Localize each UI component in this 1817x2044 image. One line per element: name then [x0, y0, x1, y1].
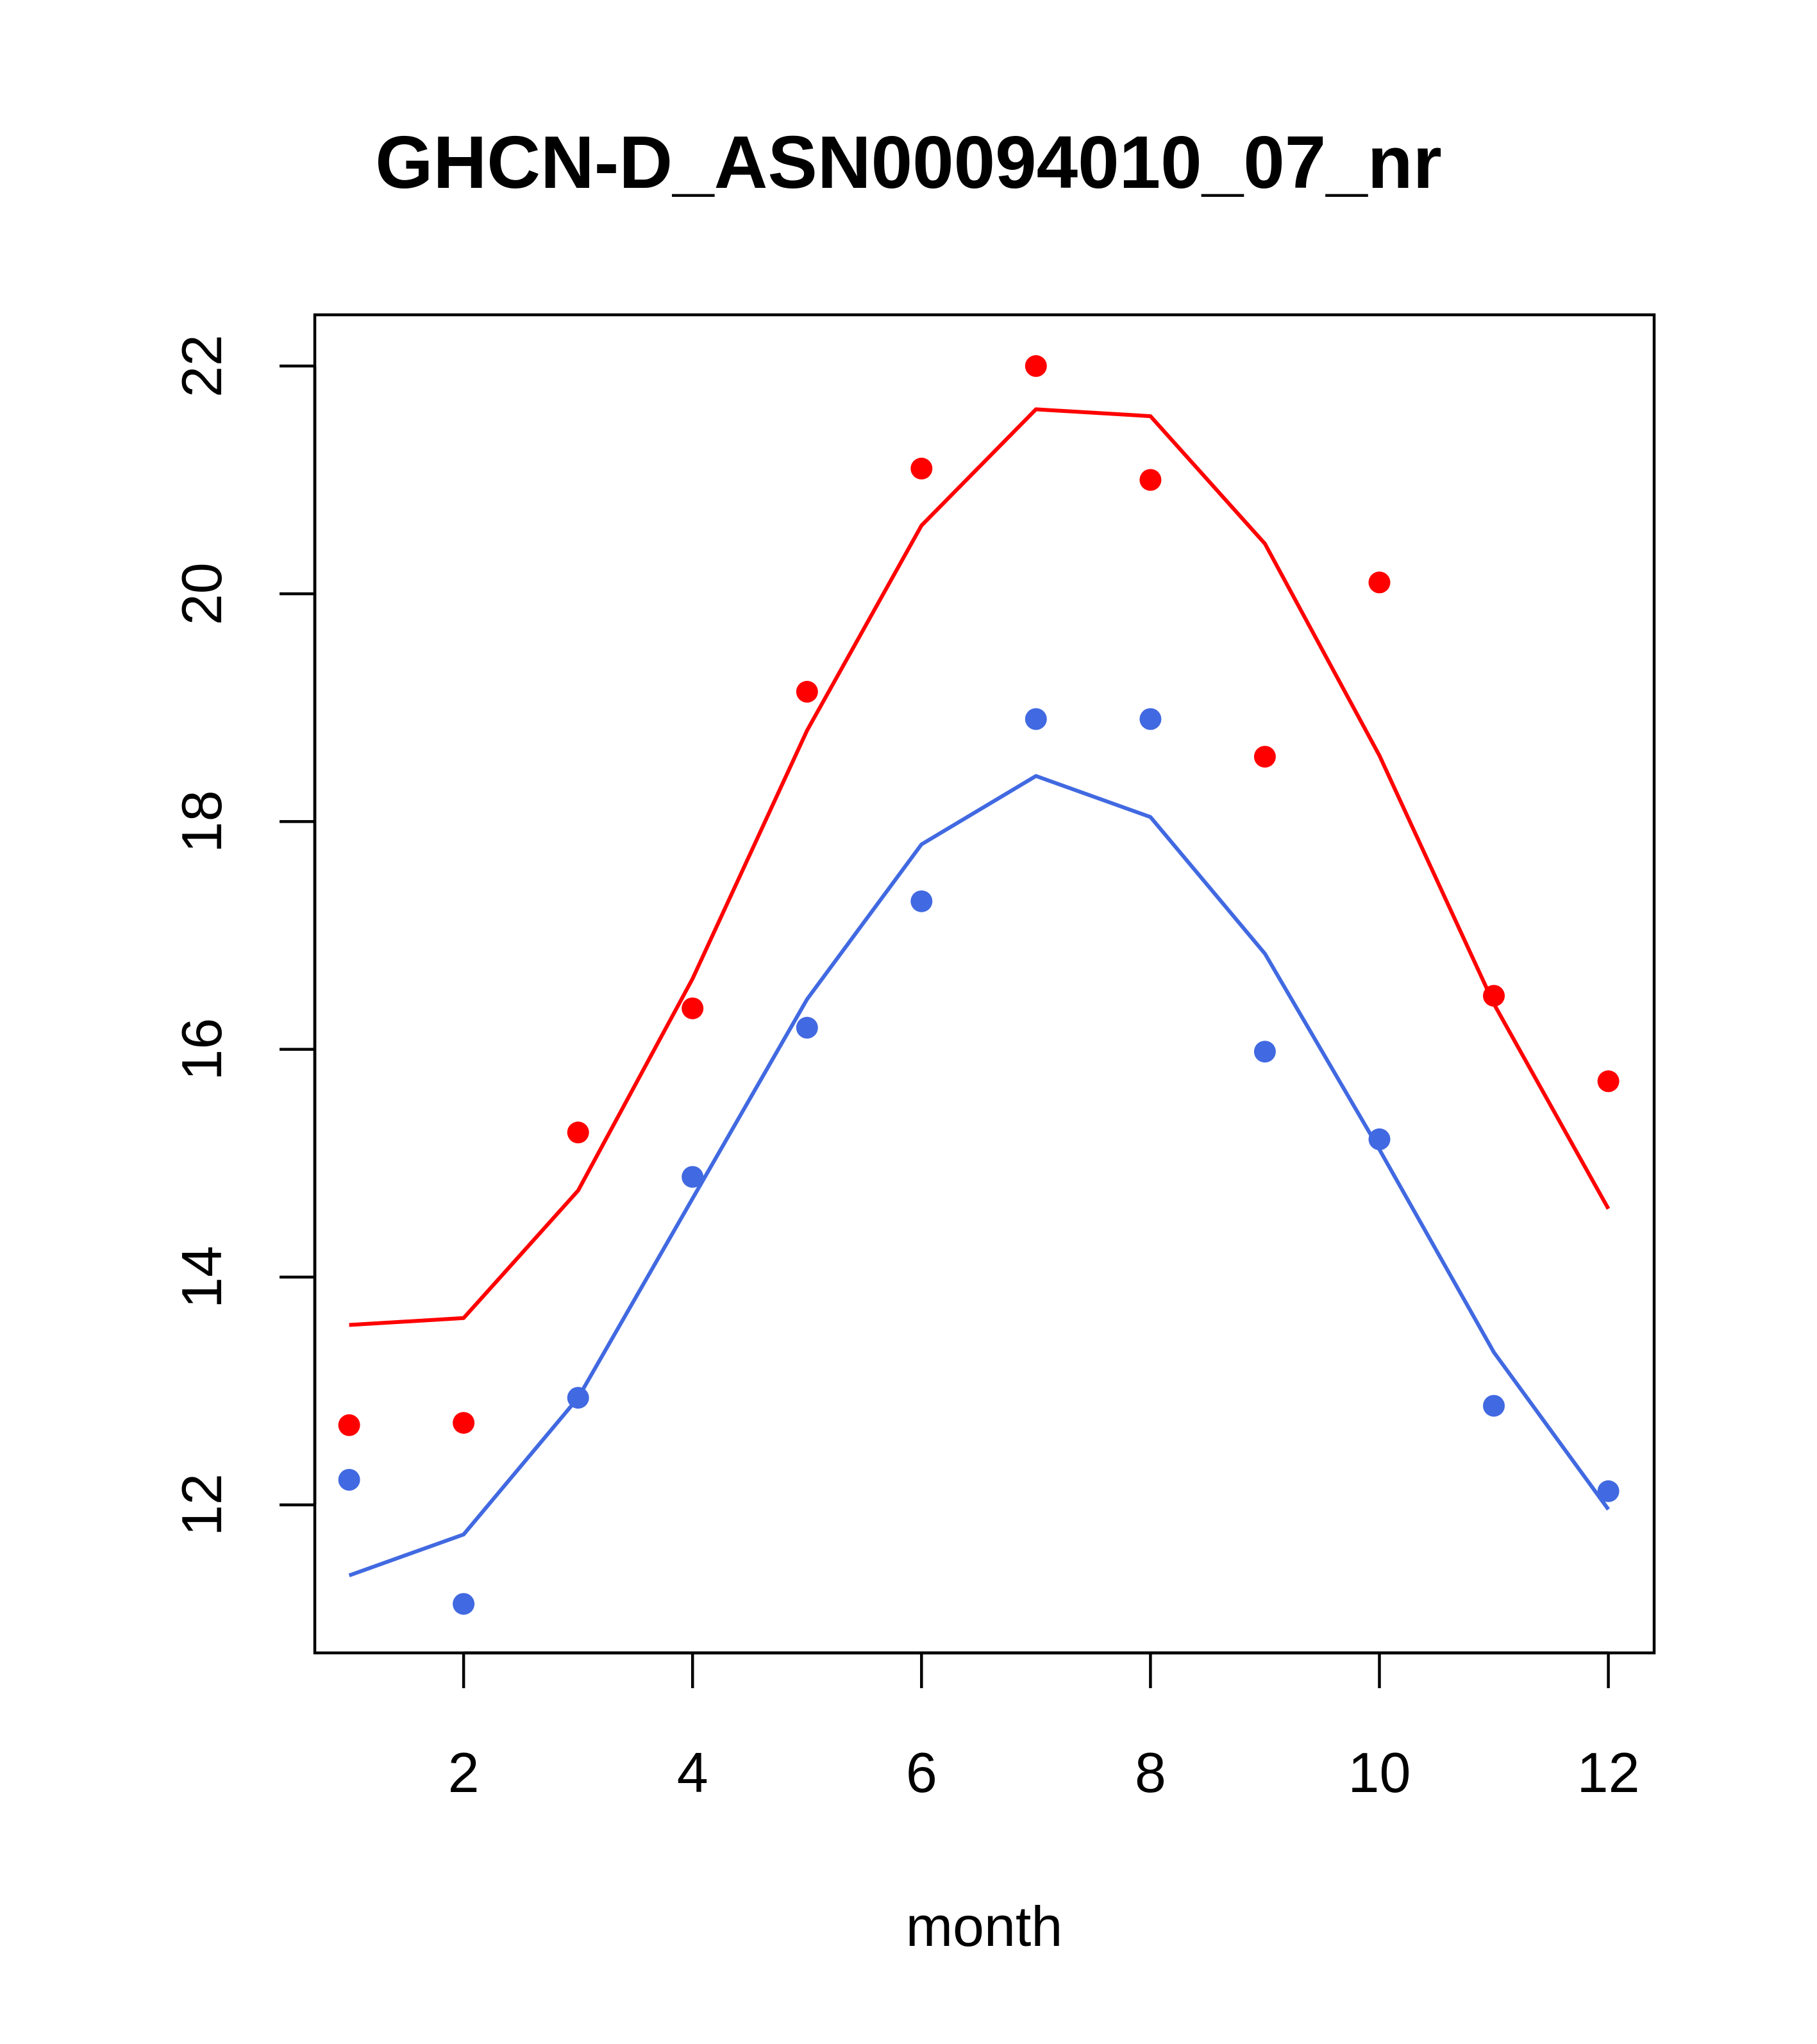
series-1-point [1139, 469, 1162, 491]
series-2 [338, 708, 1620, 1615]
series-2-point [1597, 1480, 1620, 1502]
series-2-point [1139, 708, 1162, 730]
series-2-point [453, 1593, 475, 1615]
x-tick-label: 6 [906, 1741, 937, 1804]
series-1-point [1253, 746, 1276, 768]
series-1-point [910, 457, 933, 480]
series-layer [338, 355, 1620, 1615]
y-tick-label: 14 [170, 1246, 233, 1309]
series-2-point [910, 890, 933, 912]
x-tick-label: 4 [677, 1741, 708, 1804]
series-1-point [1025, 355, 1047, 377]
chart-title: GHCN-D_ASN00094010_07_nr [375, 121, 1442, 204]
series-1-point [682, 997, 704, 1019]
y-tick-label: 22 [170, 335, 233, 398]
series-1-line [349, 407, 1611, 1327]
x-tick-label: 2 [448, 1741, 480, 1804]
series-2-point [796, 1016, 818, 1039]
series-2-point [1025, 708, 1047, 730]
series-2-point [682, 1166, 704, 1188]
y-tick-label: 20 [170, 562, 233, 625]
y-tick-label: 18 [170, 790, 233, 853]
y-axis: 12 14 16 18 20 22 [170, 335, 317, 1536]
series-1-point [1483, 985, 1505, 1007]
series-1-point [1597, 1070, 1620, 1093]
x-axis-label: month [906, 1895, 1063, 1958]
series-2-point [567, 1387, 589, 1409]
x-tick-label: 8 [1135, 1741, 1166, 1804]
series-2-point [1483, 1395, 1505, 1417]
series-1-point [567, 1121, 589, 1144]
x-axis: 2 4 6 8 10 12 [448, 1651, 1640, 1804]
series-1-point [1368, 571, 1391, 594]
series-1-point [796, 680, 818, 703]
plot-frame [313, 313, 1656, 1655]
y-tick-label: 16 [170, 1018, 233, 1081]
series-2-point [1253, 1041, 1276, 1063]
series-1-point [338, 1414, 360, 1436]
x-tick-label: 12 [1577, 1741, 1640, 1804]
series-2-point [338, 1469, 360, 1491]
series-1 [338, 355, 1620, 1436]
series-2-line [348, 774, 1611, 1578]
x-tick-label: 10 [1348, 1741, 1411, 1804]
series-2-point [1368, 1128, 1391, 1150]
series-1-point [453, 1412, 475, 1434]
y-tick-label: 12 [170, 1473, 233, 1536]
